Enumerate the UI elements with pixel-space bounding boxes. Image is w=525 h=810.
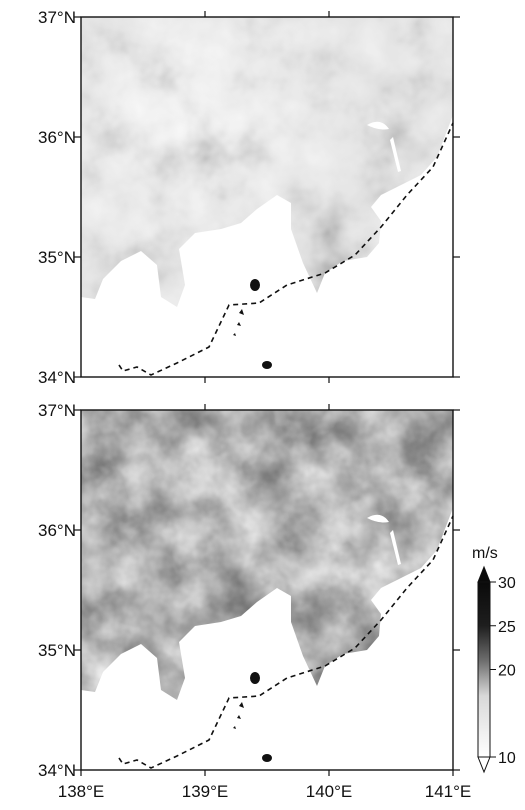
colorbar-tick-label: 25	[498, 619, 516, 636]
colorbar-unit: m/s	[472, 545, 498, 562]
lon-label-141: 141°E	[425, 782, 472, 801]
lat-label-top-34: 34°N	[38, 368, 76, 387]
lat-label-top-35: 35°N	[38, 248, 76, 267]
island-oshima	[250, 672, 260, 684]
lat-label-bottom-34: 34°N	[38, 761, 76, 780]
colorbar-tick-label: 20	[498, 663, 516, 680]
lat-label-top-36: 36°N	[38, 128, 76, 147]
lat-label-top-37: 37°N	[38, 8, 76, 27]
colorbar-tick-label: 30	[498, 575, 516, 592]
map-panel-bottom	[74, 404, 460, 776]
island-oshima	[250, 279, 260, 291]
lon-label-140: 140°E	[306, 782, 353, 801]
lon-label-138: 138°E	[58, 782, 105, 801]
colorbar-tick-label: 10	[498, 750, 516, 767]
lat-label-bottom-37: 37°N	[38, 401, 76, 420]
colorbar	[478, 567, 496, 772]
lon-label-139: 139°E	[182, 782, 229, 801]
island-miyake	[262, 754, 272, 762]
map-panel-top	[74, 11, 460, 383]
lat-label-bottom-36: 36°N	[38, 521, 76, 540]
island-miyake	[262, 361, 272, 369]
lat-label-bottom-35: 35°N	[38, 641, 76, 660]
